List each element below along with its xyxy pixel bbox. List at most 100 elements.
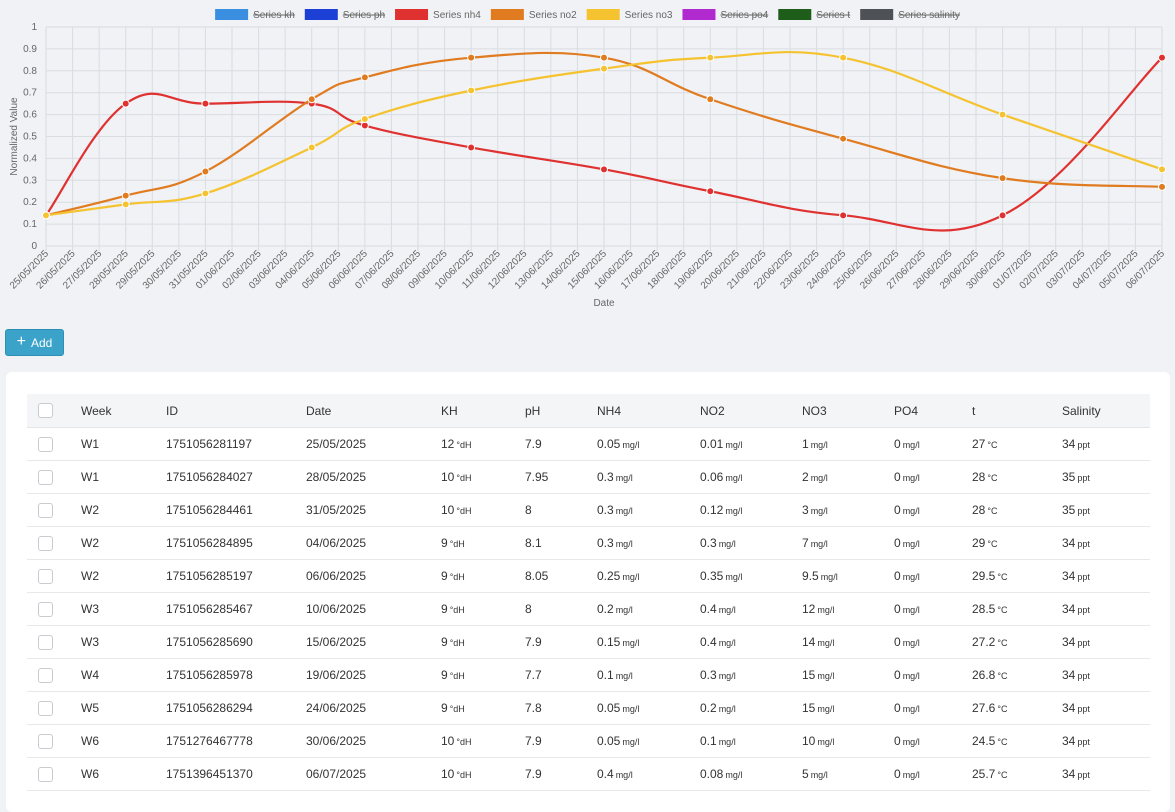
column-header-id[interactable]: ID [166,394,306,428]
table-row[interactable]: W6 1751276467778 30/06/2025 10 °dH 7.9 0.05 mg/… [27,724,1150,758]
cell-t-unit: °C [997,737,1008,747]
legend-swatch [304,9,338,20]
table-row[interactable]: W5 1751056286294 24/06/2025 9 °dH 7.8 0.05 mg/l… [27,691,1150,725]
cell-kh-unit: °dH [456,440,472,450]
cell-date: 06/07/2025 [306,757,441,791]
column-header-salinity[interactable]: Salinity [1062,394,1150,428]
cell-id: 1751056284461 [166,493,306,527]
column-header-nh4[interactable]: NH4 [597,394,700,428]
cell-date: 24/06/2025 [306,691,441,725]
table-row[interactable]: W1 1751056281197 25/05/2025 12 °dH 7.9 0.05 mg/… [27,427,1150,461]
cell-salinity-value: 34 [1062,536,1076,550]
cell-salinity: 34 ppt [1062,592,1150,626]
row-checkbox[interactable] [38,766,53,782]
cell-t-unit: °C [987,539,998,549]
row-checkbox[interactable] [38,568,53,584]
table-row[interactable]: W4 1751056285978 19/06/2025 9 °dH 7.7 0.1 mg/l 0… [27,658,1150,692]
row-checkbox[interactable] [38,634,53,650]
column-header-t[interactable]: t [972,394,1062,428]
data-point [467,53,476,62]
cell-t-value: 27 [972,437,986,451]
table-row[interactable]: W6 1751396451370 06/07/2025 10 °dH 7.9 0.4 mg/l… [27,757,1150,791]
cell-date-value: 30/06/2025 [306,734,367,748]
cell-t-value: 29 [972,536,986,550]
cell-no3-unit: mg/l [817,737,835,747]
legend-swatch [778,9,812,20]
column-header-date[interactable]: Date [306,394,441,428]
cell-kh-value: 9 [441,602,448,616]
cell-nh4: 0.1 mg/l [597,658,700,692]
add-button[interactable]: + Add [5,329,64,356]
table-row[interactable]: W2 1751056285197 06/06/2025 9 °dH 8.05 0.25 mg/… [27,559,1150,593]
cell-salinity: 34 ppt [1062,427,1150,461]
cell-no3-unit: mg/l [817,605,835,615]
cell-kh: 9 °dH [441,691,525,725]
row-checkbox[interactable] [38,700,53,716]
y-tick-label: 0.2 [23,197,37,208]
row-checkbox[interactable] [38,535,53,551]
cell-po4: 0 mg/l [894,526,972,560]
data-point [600,53,608,62]
cell-week: W2 [81,493,166,527]
table-row[interactable]: W2 1751056284895 04/06/2025 9 °dH 8.1 0.3 mg/l 0… [27,526,1150,560]
cell-ph: 8.1 [525,526,597,560]
row-checkbox[interactable] [38,733,53,749]
table-row[interactable]: W1 1751056284027 28/05/2025 10 °dH 7.95 0.3 mg/… [27,460,1150,494]
cell-nh4-unit: mg/l [622,440,640,450]
data-point [839,53,848,62]
column-header-kh[interactable]: KH [441,394,525,428]
row-checkbox[interactable] [38,436,53,452]
select-all-checkbox[interactable] [38,403,53,419]
cell-salinity-unit: ppt [1077,770,1090,780]
cell-po4-unit: mg/l [902,638,920,648]
cell-no3-value: 15 [802,701,816,715]
cell-no2-unit: mg/l [718,539,736,549]
row-checkbox[interactable] [38,502,53,518]
cell-po4-value: 0 [894,536,901,550]
row-checkbox[interactable] [38,667,53,683]
cell-no3: 3 mg/l [802,493,894,527]
table-row[interactable]: W3 1751056285690 15/06/2025 9 °dH 7.9 0.15 mg/l… [27,625,1150,659]
cell-no3-value: 9.5 [802,569,819,583]
cell-ph-value: 8.05 [525,569,549,583]
cell-kh-value: 10 [441,767,455,781]
cell-week: W4 [81,658,166,692]
cell-no3-value: 5 [802,767,809,781]
column-header-no2[interactable]: NO2 [700,394,802,428]
cell-nh4-unit: mg/l [615,605,633,615]
cell-t-value: 29.5 [972,569,996,583]
cell-po4: 0 mg/l [894,658,972,692]
column-header-no3[interactable]: NO3 [802,394,894,428]
cell-week: W5 [81,691,166,725]
row-checkbox[interactable] [38,469,53,485]
cell-ph-value: 7.8 [525,701,542,715]
cell-no2-unit: mg/l [718,605,736,615]
cell-week: W3 [81,592,166,626]
cell-kh-unit: °dH [449,638,465,648]
cell-no3-value: 2 [802,470,809,484]
column-header-ph[interactable]: pH [525,394,597,428]
cell-ph-value: 8 [525,602,532,616]
cell-date-value: 04/06/2025 [306,536,367,550]
data-point [467,86,476,95]
cell-id: 1751396451370 [166,757,306,791]
cell-no2-value: 0.4 [700,635,717,649]
cell-po4: 0 mg/l [894,493,972,527]
column-header-po4[interactable]: PO4 [894,394,972,428]
cell-id-value: 1751056284461 [166,503,253,517]
cell-nh4: 0.3 mg/l [597,460,700,494]
table-row[interactable]: W3 1751056285467 10/06/2025 9 °dH 8 0.2 mg/l 0.4… [27,592,1150,626]
row-checkbox-cell [27,526,81,560]
series-line-no2 [45,51,1163,217]
column-header-week[interactable]: Week [81,394,166,428]
cell-week: W2 [81,526,166,560]
cell-nh4-value: 0.3 [597,503,614,517]
cell-date-value: 06/07/2025 [306,767,367,781]
table-row[interactable]: W2 1751056284461 31/05/2025 10 °dH 8 0.3 mg/l 0.… [27,493,1150,527]
row-checkbox[interactable] [38,601,53,617]
cell-week-value: W2 [81,536,99,550]
cell-t: 27.6 °C [972,691,1062,725]
cell-id-value: 1751056285978 [166,668,253,682]
cell-salinity-value: 34 [1062,635,1076,649]
cell-nh4-value: 0.05 [597,437,621,451]
